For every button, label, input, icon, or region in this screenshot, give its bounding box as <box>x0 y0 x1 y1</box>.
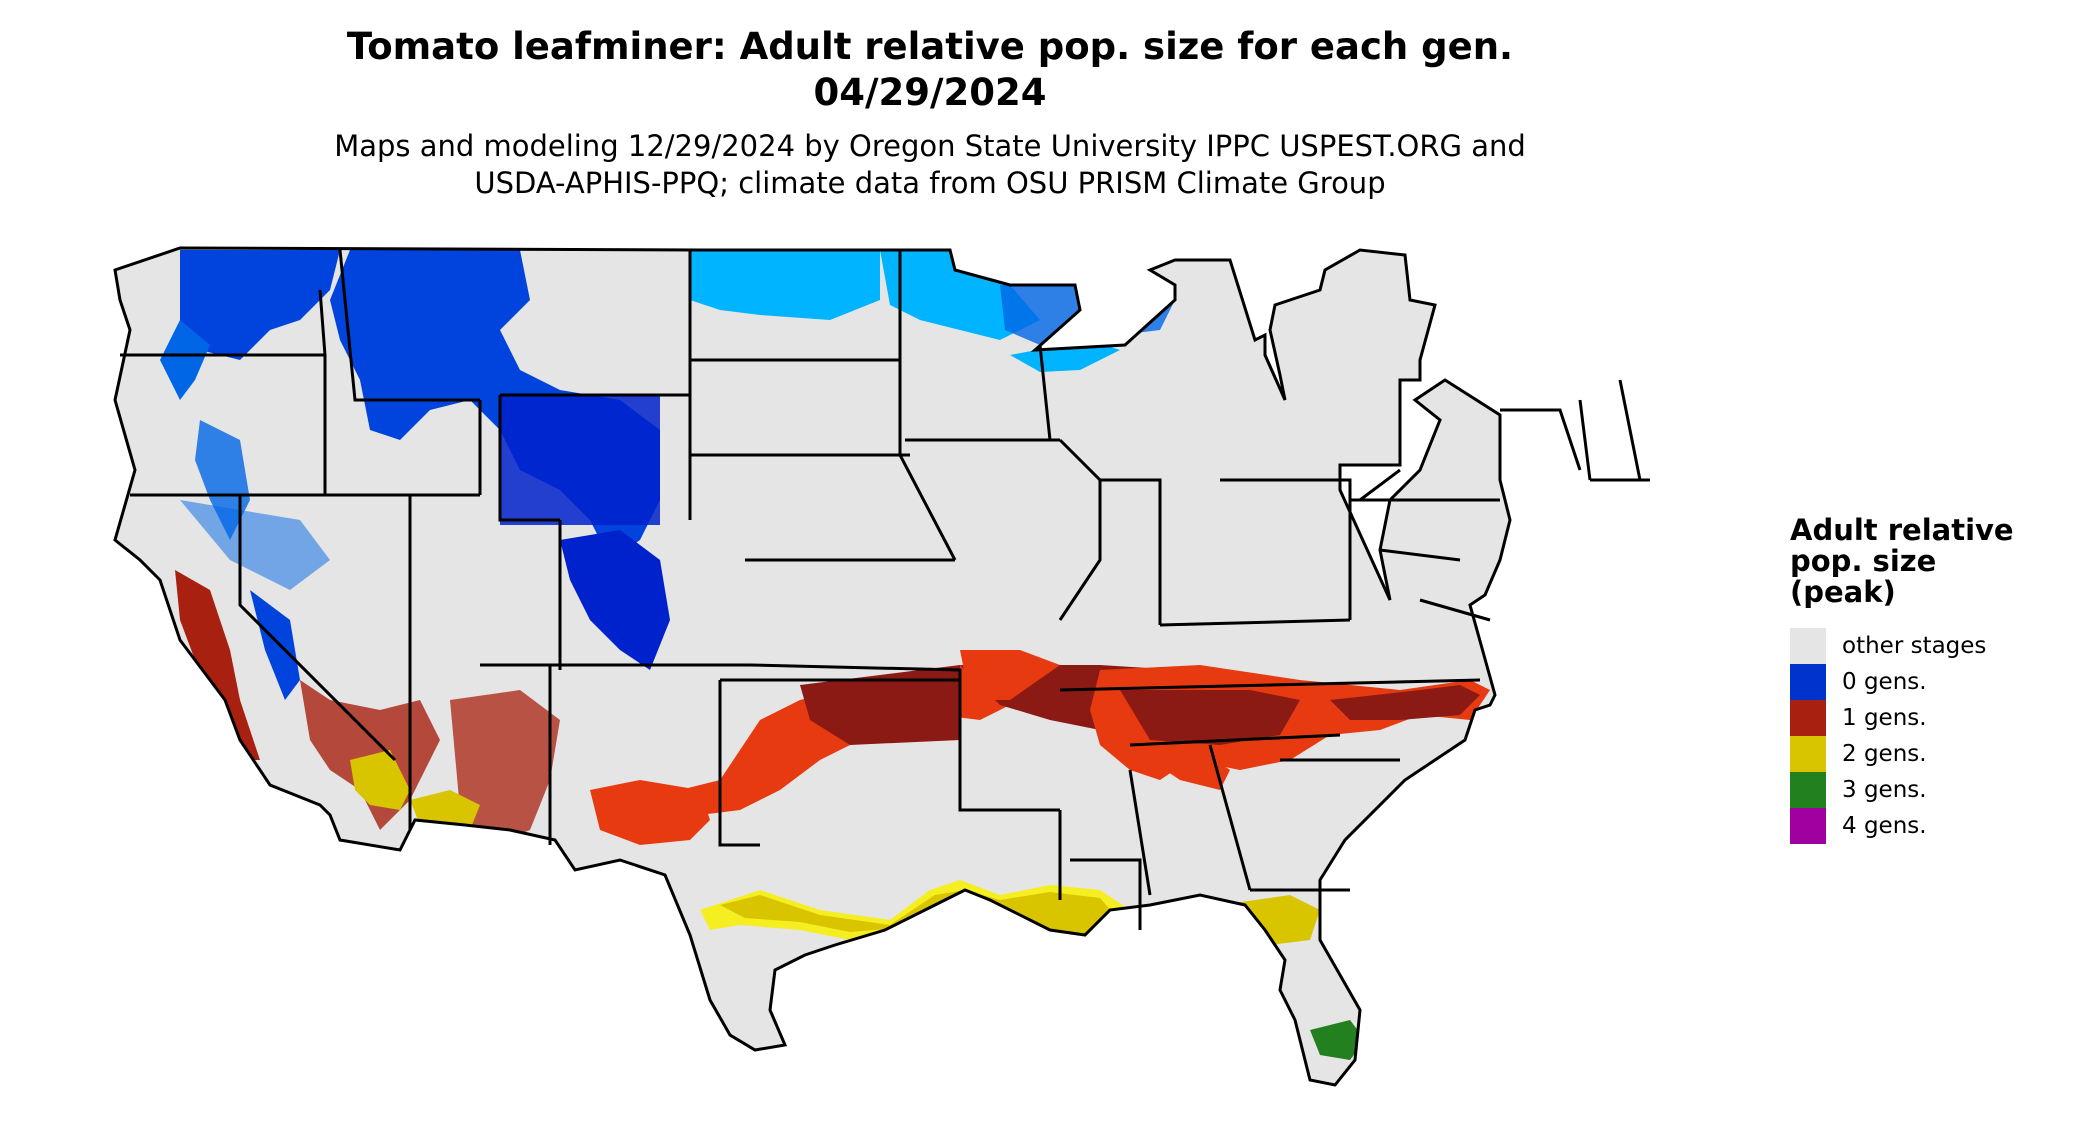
three-gen-regions <box>835 1020 1365 1070</box>
legend-item-4-gens: 4 gens. <box>1790 808 2014 844</box>
map-title: Tomato leafminer: Adult relative pop. si… <box>346 25 1514 68</box>
map-credit-line-2: USDA-APHIS-PPQ; climate data from OSU PR… <box>474 166 1386 200</box>
legend-item-2-gens: 2 gens. <box>1790 736 2014 772</box>
legend-item-0-gens: 0 gens. <box>1790 664 2014 700</box>
map-date: 04/29/2024 <box>813 71 1047 114</box>
legend-title: Adult relative pop. size (peak) <box>1790 513 2014 609</box>
us-map <box>113 246 1650 1087</box>
generation-overlay <box>160 250 1510 1070</box>
legend-item-other-stages: other stages <box>1790 628 2014 664</box>
legend-item-3-gens: 3 gens. <box>1790 772 2014 808</box>
legend-item-1-gens: 1 gens. <box>1790 700 2014 736</box>
map-credit-line-1: Maps and modeling 12/29/2024 by Oregon S… <box>334 129 1526 163</box>
state-borders <box>120 249 1650 930</box>
legend: Adult relative pop. size (peak) other st… <box>1790 515 2014 844</box>
